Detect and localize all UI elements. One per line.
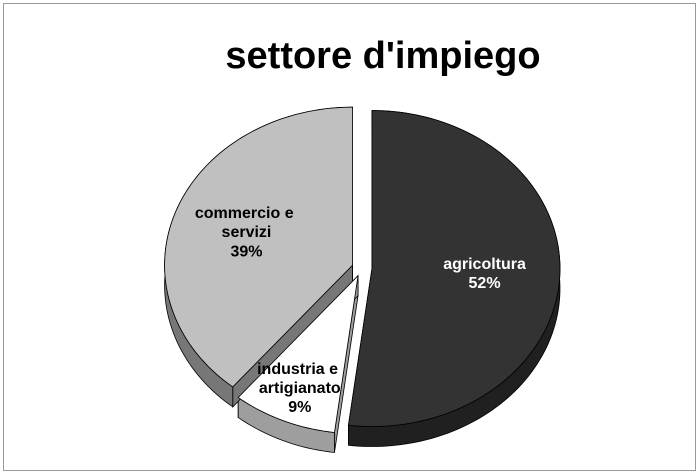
slice-label: agricoltura — [443, 256, 526, 273]
slice-value-label: 39% — [230, 243, 262, 260]
slice-value-label: 9% — [288, 399, 311, 416]
slice-label: industria e artigianato — [257, 361, 342, 397]
slice-value-label: 52% — [469, 275, 501, 292]
slice-label: commercio e servizi — [195, 205, 298, 241]
slice — [164, 106, 353, 388]
chart-title: settore d'impiego — [225, 35, 540, 77]
slice — [237, 274, 359, 433]
slice — [347, 110, 561, 427]
